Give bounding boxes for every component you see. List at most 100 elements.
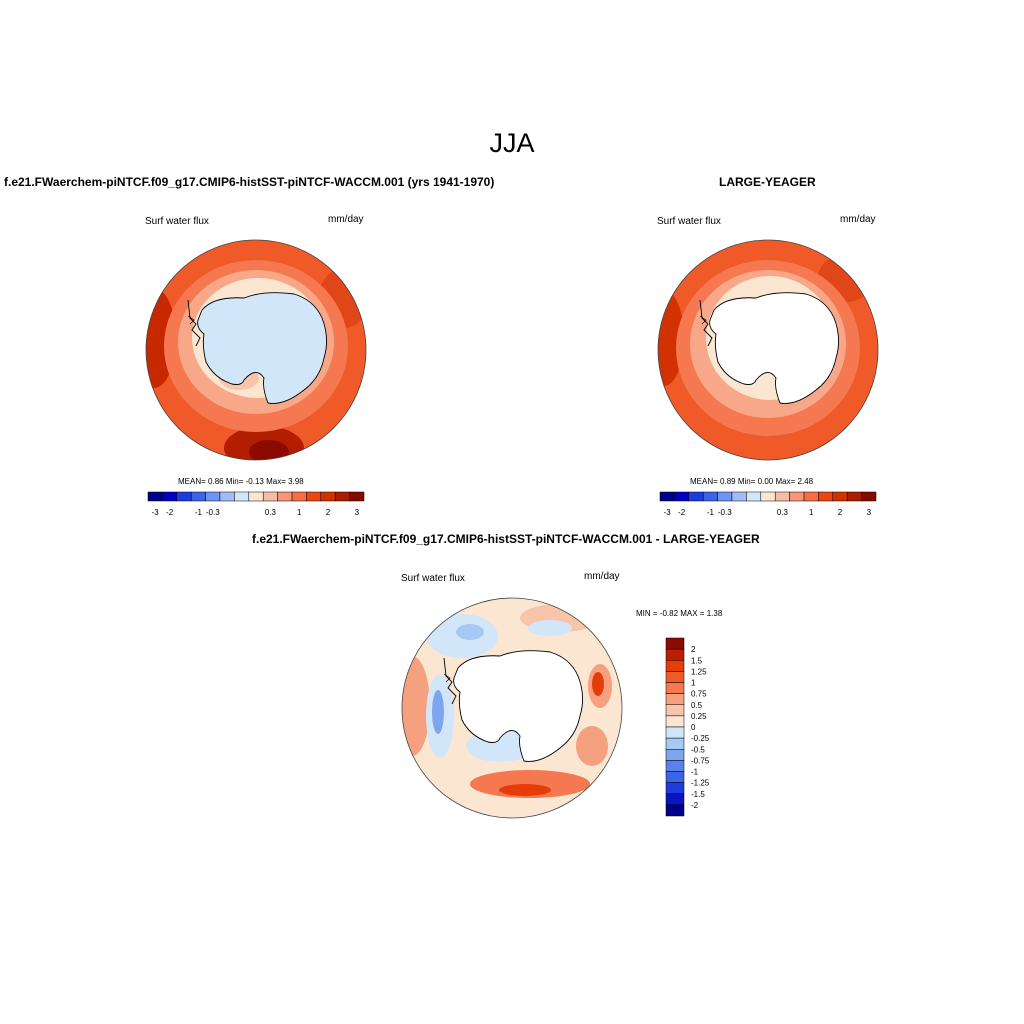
left-mean-label: MEAN= xyxy=(178,477,206,486)
colorbar-tick-label: -0.75 xyxy=(691,756,710,765)
right-units-label: mm/day xyxy=(840,214,876,225)
colorbar-tick-label: 1 xyxy=(809,508,814,517)
diff-variable-label: Surf water flux xyxy=(401,573,465,584)
colorbar-tick-label: 3 xyxy=(355,508,360,517)
left-units-label: mm/day xyxy=(328,214,364,225)
left-stats: MEAN= 0.86 Min= -0.13 Max= 3.98 xyxy=(178,477,304,486)
colorbar-tick-label: -1.5 xyxy=(691,790,705,799)
colorbar-tick-label: -0.3 xyxy=(206,508,220,517)
colorbar-box xyxy=(665,737,685,750)
colorbar-box xyxy=(665,782,685,794)
right-map xyxy=(657,239,879,461)
colorbar-box xyxy=(162,491,178,502)
right-max-label: Max= xyxy=(775,477,796,486)
diff-map xyxy=(401,597,623,819)
colorbar-tick-label: -2 xyxy=(166,508,174,517)
diff-antarctica xyxy=(453,650,583,762)
colorbar-box xyxy=(659,491,675,502)
colorbar-tick-label: 1.5 xyxy=(691,656,703,665)
colorbar-box xyxy=(803,491,819,502)
colorbar-box xyxy=(665,749,685,761)
colorbar-box xyxy=(248,491,264,502)
colorbar-box xyxy=(731,491,747,502)
colorbar-tick-label: 1.25 xyxy=(691,667,707,676)
colorbar-box xyxy=(665,793,685,806)
left-min-label: Min= xyxy=(225,477,244,486)
right-mean-label: MEAN= xyxy=(690,477,718,486)
colorbar-box xyxy=(688,491,704,502)
colorbar-tick-label: 2 xyxy=(838,508,843,517)
colorbar-box xyxy=(306,491,322,502)
colorbar-box xyxy=(190,491,206,502)
colorbar-tick-label: 0.75 xyxy=(691,690,707,699)
colorbar-box xyxy=(334,491,350,502)
colorbar-box xyxy=(349,491,365,502)
diff-colorbar: 2 1.5 1.25 1 0.75 0.5 0.25 0 -0.25 -0.5 -0.75 -1 -1.… xyxy=(665,637,710,817)
colorbar-tick-label: -1.25 xyxy=(691,779,710,788)
colorbar-box xyxy=(665,648,685,661)
colorbar-tick-label: 2 xyxy=(326,508,331,517)
left-max-value: 3.98 xyxy=(288,477,304,486)
colorbar-box xyxy=(702,491,718,502)
colorbar-tick-label: 0.3 xyxy=(777,508,789,517)
colorbar-box xyxy=(832,491,848,502)
right-case-title: LARGE-YEAGER xyxy=(719,175,816,189)
colorbar-box xyxy=(665,715,685,728)
colorbar-box xyxy=(746,491,762,502)
colorbar-box xyxy=(846,491,862,502)
colorbar-box xyxy=(320,491,336,502)
right-mean-value: 0.89 xyxy=(720,477,736,486)
colorbar-tick-label: 0.25 xyxy=(691,712,707,721)
right-stats: MEAN= 0.89 Min= 0.00 Max= 2.48 xyxy=(690,477,813,486)
colorbar-box xyxy=(665,637,685,650)
right-min-label: Min= xyxy=(737,477,756,486)
diff-min-max: MIN = -0.82 MAX = 1.38 xyxy=(636,609,723,618)
right-min-value: 0.00 xyxy=(757,477,774,486)
colorbar-box xyxy=(665,760,685,772)
colorbar-box xyxy=(774,491,790,502)
colorbar-tick-label: -0.3 xyxy=(718,508,732,517)
diff-units-label: mm/day xyxy=(584,571,620,582)
right-colorbar: -3 -2 -1 -0.3 0.3 1 2 3 xyxy=(659,491,877,517)
left-variable-label: Surf water flux xyxy=(145,216,209,227)
colorbar-tick-label: -0.5 xyxy=(691,745,705,754)
left-case-title: f.e21.FWaerchem-piNTCF.f09_g17.CMIP6-his… xyxy=(4,175,495,189)
colorbar-tick-label: 3 xyxy=(867,508,872,517)
colorbar-tick-label: -1 xyxy=(195,508,203,517)
left-mean-value: 0.86 xyxy=(208,477,224,486)
colorbar-box xyxy=(205,491,221,502)
colorbar-box xyxy=(665,704,685,717)
colorbar-box xyxy=(277,491,293,502)
left-antarctica xyxy=(197,292,327,404)
colorbar-box xyxy=(665,726,685,739)
colorbar-box xyxy=(665,660,685,672)
colorbar-tick-label: -3 xyxy=(664,508,672,517)
colorbar-box xyxy=(674,491,690,502)
main-title: JJA xyxy=(489,128,535,158)
colorbar-tick-label: -1 xyxy=(691,768,699,777)
colorbar-tick-label: -3 xyxy=(152,508,160,517)
colorbar-tick-label: -0.25 xyxy=(691,734,710,743)
colorbar-box xyxy=(861,491,877,502)
colorbar-box xyxy=(789,491,805,502)
colorbar-box xyxy=(760,491,776,502)
left-max-label: Max= xyxy=(266,477,286,486)
colorbar-box xyxy=(176,491,192,502)
colorbar-box xyxy=(665,771,685,783)
colorbar-box xyxy=(219,491,235,502)
left-min-value: -0.13 xyxy=(245,477,264,486)
diff-case-title: f.e21.FWaerchem-piNTCF.f09_g17.CMIP6-his… xyxy=(252,532,760,546)
colorbar-box xyxy=(818,491,834,502)
colorbar-tick-label: 0.3 xyxy=(265,508,277,517)
colorbar-box xyxy=(262,491,278,502)
colorbar-box xyxy=(665,671,685,683)
colorbar-tick-label: 0.5 xyxy=(691,701,703,710)
colorbar-tick-label: 1 xyxy=(691,679,696,688)
left-colorbar: -3 -2 -1 -0.3 0.3 1 2 3 xyxy=(147,491,365,517)
colorbar-box xyxy=(147,491,163,502)
colorbar-box xyxy=(234,491,250,502)
colorbar-tick-label: 2 xyxy=(691,645,696,654)
colorbar-box xyxy=(665,804,685,817)
right-antarctica xyxy=(709,292,839,404)
colorbar-tick-label: -1 xyxy=(707,508,715,517)
